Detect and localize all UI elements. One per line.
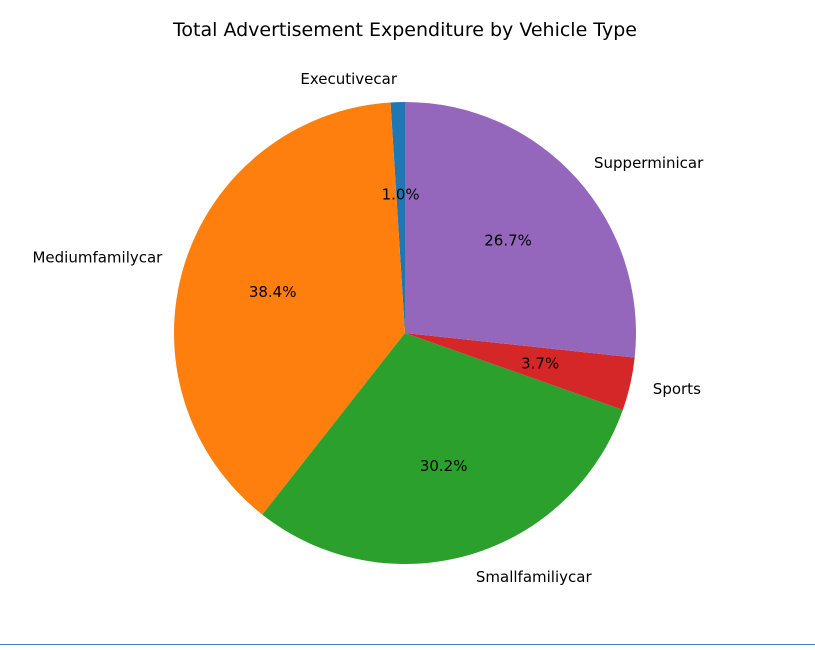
pie-slice-sports: [405, 333, 635, 410]
pie-category-label-sports: Sports: [653, 380, 701, 398]
pie-slices: [173, 102, 636, 564]
bottom-divider: [0, 644, 815, 645]
pie-slice-mediumfamilycar: [173, 102, 405, 515]
pie-slice-smallfamiliycar: [262, 333, 623, 564]
chart-title: Total Advertisement Expenditure by Vehic…: [172, 19, 637, 41]
pie-slice-executivecar: [390, 102, 405, 333]
pie-pct-label-executivecar: 1.0%: [382, 185, 420, 203]
pie-pct-label-smallfamiliycar: 30.2%: [420, 457, 468, 475]
pie-category-label-executivecar: Executivecar: [300, 70, 397, 88]
pie-labels: 1.0% Executivecar 38.4% Mediumfamilycar 30.2…: [32, 70, 704, 586]
pie-pct-label-mediumfamilycar: 38.4%: [249, 283, 297, 301]
pie-slice-supperminicar: [405, 102, 636, 358]
pie-category-label-supperminicar: Supperminicar: [594, 154, 704, 172]
pie-category-label-smallfamiliycar: Smallfamiliycar: [476, 568, 593, 586]
pie-category-label-mediumfamilycar: Mediumfamilycar: [32, 249, 163, 267]
pie-pct-label-supperminicar: 26.7%: [484, 231, 532, 249]
pie-pct-label-sports: 3.7%: [521, 355, 559, 373]
